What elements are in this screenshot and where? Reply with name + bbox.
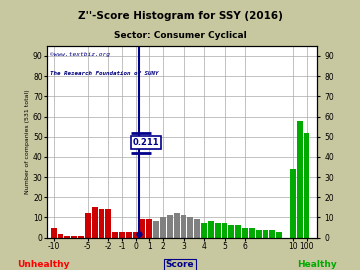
Text: Healthy: Healthy	[297, 260, 337, 269]
Bar	[112, 232, 118, 238]
Bar	[229, 225, 234, 238]
Bar	[126, 232, 132, 238]
Bar	[153, 221, 159, 238]
Bar	[276, 232, 282, 238]
Text: 0.211: 0.211	[132, 138, 159, 147]
Bar	[140, 220, 145, 238]
Bar	[85, 213, 91, 238]
Bar	[208, 221, 214, 238]
Bar	[242, 228, 248, 238]
Bar	[181, 215, 186, 238]
Bar	[303, 133, 310, 238]
Bar	[270, 230, 275, 238]
Bar	[249, 228, 255, 238]
Y-axis label: Number of companies (531 total): Number of companies (531 total)	[25, 89, 30, 194]
Text: Z''-Score Histogram for SSY (2016): Z''-Score Histogram for SSY (2016)	[77, 11, 283, 21]
Bar	[58, 234, 63, 238]
Text: Score: Score	[166, 260, 194, 269]
Text: ©www.textbiz.org: ©www.textbiz.org	[50, 52, 109, 57]
Text: Sector: Consumer Cyclical: Sector: Consumer Cyclical	[114, 31, 246, 40]
Bar	[201, 224, 207, 238]
Bar	[263, 230, 269, 238]
Bar	[51, 228, 57, 238]
Bar	[235, 225, 241, 238]
Bar	[174, 213, 180, 238]
Bar	[222, 224, 228, 238]
Bar	[167, 215, 173, 238]
Bar	[133, 232, 139, 238]
Bar	[256, 230, 262, 238]
Bar	[290, 169, 296, 238]
Text: Unhealthy: Unhealthy	[17, 260, 69, 269]
Text: The Research Foundation of SUNY: The Research Foundation of SUNY	[50, 71, 158, 76]
Bar	[71, 236, 77, 238]
Bar	[188, 217, 193, 238]
Bar	[215, 224, 221, 238]
Bar	[64, 236, 70, 238]
Bar	[119, 232, 125, 238]
Bar	[78, 236, 84, 238]
Bar	[105, 209, 111, 238]
Bar	[297, 121, 303, 238]
Bar	[160, 217, 166, 238]
Bar	[92, 207, 98, 238]
Bar	[194, 220, 200, 238]
Bar	[147, 220, 152, 238]
Bar	[99, 209, 104, 238]
